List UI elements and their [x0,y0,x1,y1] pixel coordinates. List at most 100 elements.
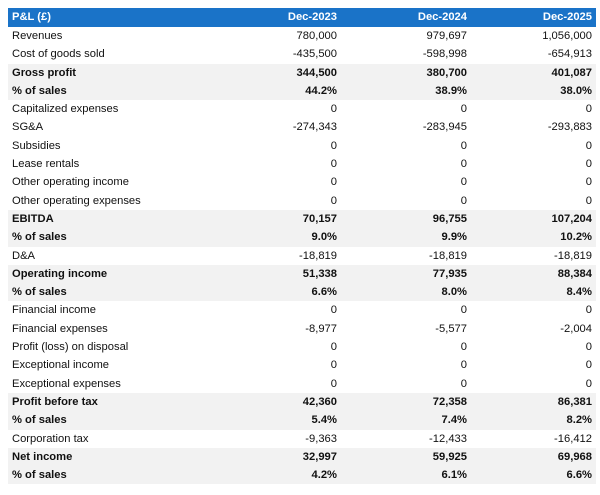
table-row: % of sales 5.4% 7.4% 8.2% [8,411,596,430]
row-value-year-1: 32,997 [213,447,341,467]
row-value-year-3: -18,819 [554,249,592,262]
row-value-year-2: 38.9% [341,81,471,101]
row-value-year-2: -598,998 [422,48,467,61]
row-value-year-3: 107,204 [471,209,596,229]
row-label: % of sales [8,411,213,430]
row-value-year-2: -18,819 [429,249,467,262]
row-value-year-1: 0 [330,304,337,317]
row-value-year-2: 0 [460,176,467,189]
row-value-year-2: 77,935 [341,264,471,284]
table-row: Gross profit 344,500 380,700 401,087 [8,63,596,82]
header-year-1: Dec-2023 [213,8,341,27]
row-value-year-3: 88,384 [471,264,596,284]
row-value-year-1: -9,363 [305,432,337,445]
row-label: Exceptional expenses [12,377,121,390]
table-row: Subsidies 0 0 0 [8,137,596,155]
row-value-year-2: 0 [460,359,467,372]
row-value-year-2: 0 [460,139,467,152]
row-value-year-1: 0 [330,158,337,171]
pl-table-body: Revenues 780,000 979,697 1,056,000 Cost of g… [8,27,596,485]
row-value-year-1: 51,338 [213,264,341,284]
table-row: Net income 32,997 59,925 69,968 [8,447,596,467]
row-label: Subsidies [12,139,61,152]
row-label: % of sales [8,466,213,485]
row-value-year-3: 0 [585,194,592,207]
row-value-year-1: 0 [330,194,337,207]
row-value-year-1: 4.2% [213,466,341,485]
row-value-year-3: 0 [585,176,592,189]
row-label: Other operating income [12,176,129,189]
row-value-year-3: 0 [585,359,592,372]
row-label: Financial expenses [12,322,108,335]
row-value-year-3: 6.6% [471,466,596,485]
table-row: SG&A -274,343 -283,945 -293,883 [8,118,596,136]
table-row: Lease rentals 0 0 0 [8,155,596,173]
table-row: Capitalized expenses 0 0 0 [8,100,596,118]
row-label: Lease rentals [12,158,80,171]
row-value-year-2: 6.1% [341,466,471,485]
row-value-year-3: 69,968 [471,447,596,467]
row-label: Financial income [12,304,96,317]
row-value-year-2: 380,700 [341,63,471,82]
row-value-year-3: -2,004 [560,322,592,335]
row-value-year-3: 0 [585,304,592,317]
row-value-year-1: -8,977 [305,322,337,335]
row-value-year-1: 780,000 [296,30,337,42]
table-row: Operating income 51,338 77,935 88,384 [8,264,596,284]
row-value-year-1: 42,360 [213,392,341,412]
pl-table-header: P&L (£) Dec-2023 Dec-2024 Dec-2025 [8,8,596,27]
row-label: Profit (loss) on disposal [12,341,129,354]
row-value-year-3: 401,087 [471,63,596,82]
row-value-year-2: 0 [460,377,467,390]
row-value-year-1: 0 [330,359,337,372]
row-label: Gross profit [8,63,213,82]
row-value-year-1: 0 [330,377,337,390]
row-value-year-2: 0 [460,341,467,354]
row-value-year-2: 0 [460,194,467,207]
header-year-2: Dec-2024 [341,8,471,27]
row-value-year-3: -293,883 [547,121,592,134]
row-value-year-3: 0 [585,103,592,116]
row-value-year-1: 0 [330,341,337,354]
row-value-year-2: 72,358 [341,392,471,412]
row-value-year-2: -12,433 [429,432,467,445]
table-row: D&A -18,819 -18,819 -18,819 [8,247,596,265]
row-value-year-1: -435,500 [292,48,337,61]
row-value-year-2: 9.9% [341,228,471,247]
table-row: % of sales 44.2% 38.9% 38.0% [8,81,596,101]
row-label: Corporation tax [12,432,89,445]
table-row: Cost of goods sold -435,500 -598,998 -654,9… [8,45,596,63]
row-value-year-1: 6.6% [213,283,341,302]
row-label: Net income [8,447,213,467]
table-row: Financial expenses -8,977 -5,577 -2,004 [8,320,596,338]
row-value-year-1: -18,819 [299,249,337,262]
row-value-year-2: 0 [460,158,467,171]
table-row: Other operating income 0 0 0 [8,173,596,191]
table-row: % of sales 4.2% 6.1% 6.6% [8,466,596,485]
row-label: EBITDA [8,209,213,229]
table-row: EBITDA 70,157 96,755 107,204 [8,209,596,229]
row-label: Exceptional income [12,359,110,372]
row-label: Revenues [12,30,63,42]
table-row: Revenues 780,000 979,697 1,056,000 [8,27,596,45]
row-value-year-2: 96,755 [341,209,471,229]
row-label: Profit before tax [8,392,213,412]
row-label: Operating income [8,264,213,284]
row-value-year-2: 59,925 [341,447,471,467]
header-row: P&L (£) Dec-2023 Dec-2024 Dec-2025 [8,8,596,27]
row-value-year-3: -16,412 [554,432,592,445]
row-value-year-2: 0 [460,103,467,116]
row-value-year-2: 8.0% [341,283,471,302]
row-value-year-1: 9.0% [213,228,341,247]
pl-table: P&L (£) Dec-2023 Dec-2024 Dec-2025 Reven… [8,8,596,485]
row-value-year-1: 344,500 [213,63,341,82]
row-value-year-2: -283,945 [422,121,467,134]
row-value-year-3: 0 [585,139,592,152]
row-value-year-3: 38.0% [471,81,596,101]
pl-statement: P&L (£) Dec-2023 Dec-2024 Dec-2025 Reven… [8,8,596,485]
row-value-year-1: 0 [330,103,337,116]
table-row: Profit (loss) on disposal 0 0 0 [8,338,596,356]
row-value-year-3: 1,056,000 [542,30,592,42]
row-value-year-3: 0 [585,377,592,390]
row-value-year-1: 5.4% [213,411,341,430]
